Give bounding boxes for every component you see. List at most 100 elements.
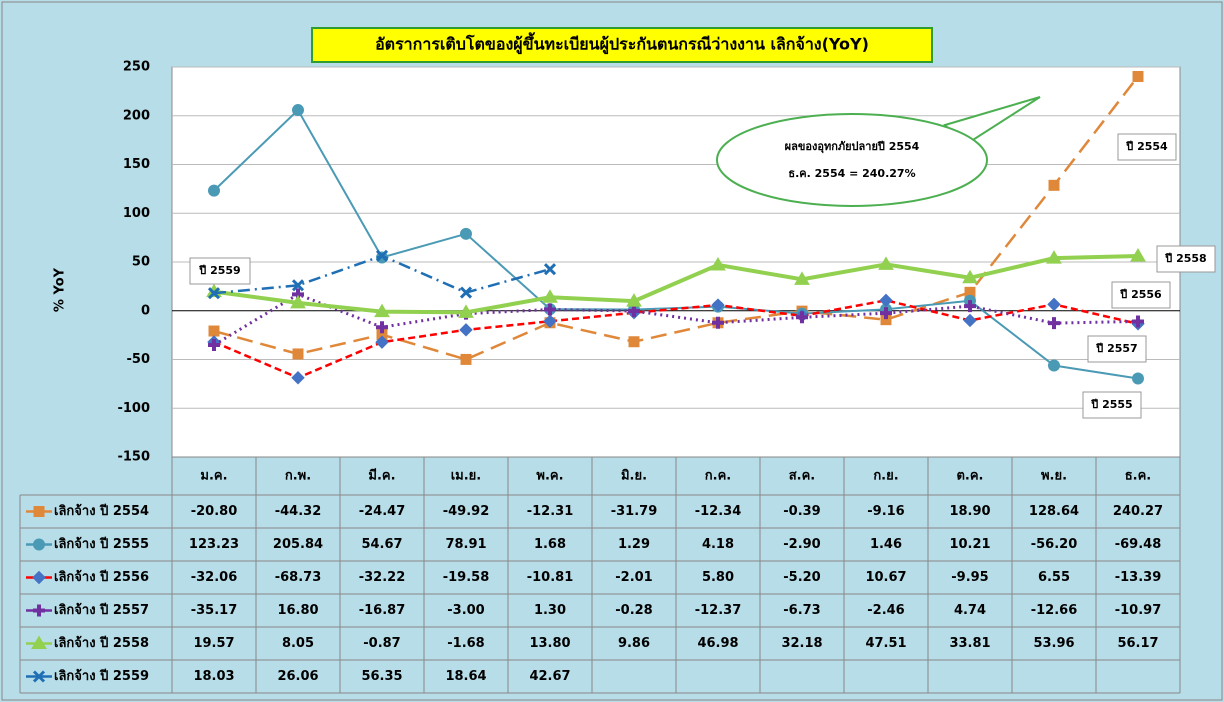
marker bbox=[292, 348, 304, 360]
table-value: 56.17 bbox=[1117, 636, 1158, 651]
marker bbox=[207, 287, 221, 300]
marker bbox=[628, 336, 640, 348]
marker bbox=[544, 303, 556, 316]
callout bbox=[716, 113, 988, 207]
table-value: 123.23 bbox=[189, 537, 239, 552]
marker bbox=[459, 323, 473, 337]
y-tick-label: 150 bbox=[123, 157, 150, 172]
category-label: เม.ย. bbox=[451, 469, 482, 484]
marker bbox=[458, 304, 474, 318]
annotation-box bbox=[1087, 335, 1147, 363]
table-value: 16.80 bbox=[277, 603, 318, 618]
title-box bbox=[311, 27, 933, 63]
marker bbox=[375, 249, 389, 262]
table-value: 32.18 bbox=[781, 636, 822, 651]
table-value: 5.80 bbox=[702, 570, 734, 585]
table-value: 240.27 bbox=[1113, 504, 1163, 519]
marker bbox=[33, 604, 45, 617]
table-value: 42.67 bbox=[529, 669, 570, 684]
table-value: 10.21 bbox=[949, 537, 990, 552]
marker bbox=[376, 321, 388, 334]
y-tick-label: -50 bbox=[127, 352, 151, 367]
legend-label: เลิกจ้าง ปี 2556 bbox=[54, 569, 149, 585]
table-value: -49.92 bbox=[443, 504, 490, 519]
annotation-box bbox=[1156, 245, 1216, 273]
table-value: -69.48 bbox=[1115, 537, 1162, 552]
marker bbox=[33, 538, 45, 551]
marker bbox=[208, 184, 220, 197]
table-value: -32.22 bbox=[359, 570, 406, 585]
marker bbox=[543, 263, 557, 276]
marker bbox=[962, 269, 978, 284]
table-value: 46.98 bbox=[697, 636, 738, 651]
table-value: -44.32 bbox=[275, 504, 322, 519]
annotation: ปี 2557 bbox=[1095, 342, 1138, 355]
table-value: 205.84 bbox=[273, 537, 323, 552]
category-label: ก.ย. bbox=[873, 469, 898, 484]
table-value: -24.47 bbox=[359, 504, 406, 519]
series-line bbox=[213, 299, 1139, 380]
annotation: ปี 2559 bbox=[198, 264, 241, 277]
annotation: ปี 2555 bbox=[1090, 398, 1133, 411]
table-value: -68.73 bbox=[275, 570, 322, 585]
table-value: 6.55 bbox=[1038, 570, 1070, 585]
y-tick-label: 200 bbox=[123, 108, 150, 123]
marker bbox=[628, 305, 640, 318]
table-value: -32.06 bbox=[191, 570, 238, 585]
table-value: 1.29 bbox=[618, 537, 650, 552]
table-value: 47.51 bbox=[865, 636, 906, 651]
table-value: -5.20 bbox=[783, 570, 820, 585]
marker bbox=[712, 316, 724, 329]
legend-label: เลิกจ้าง ปี 2559 bbox=[54, 668, 149, 684]
table-value: 9.86 bbox=[618, 636, 650, 651]
category-label: มี.ค. bbox=[368, 468, 395, 484]
marker bbox=[879, 293, 893, 308]
table-value: -9.95 bbox=[951, 570, 988, 585]
table-value: 1.46 bbox=[870, 537, 902, 552]
marker bbox=[375, 335, 389, 349]
marker bbox=[1047, 297, 1061, 312]
annotation-box bbox=[1082, 391, 1142, 419]
marker bbox=[964, 300, 976, 313]
table-value: 8.05 bbox=[282, 636, 314, 651]
table-value: 10.67 bbox=[865, 570, 906, 585]
table-value: -20.80 bbox=[191, 504, 238, 519]
table-value: 4.74 bbox=[954, 603, 986, 618]
callout-text: ผลของอุทกภัยปลายปี 2554 bbox=[785, 140, 920, 154]
annotation-box bbox=[1111, 281, 1171, 309]
category-label: ส.ค. bbox=[789, 469, 816, 484]
table-value: -3.00 bbox=[447, 603, 484, 618]
marker bbox=[1048, 317, 1060, 330]
marker bbox=[794, 271, 810, 285]
table-value: -10.97 bbox=[1115, 603, 1162, 618]
marker bbox=[878, 256, 894, 270]
table-value: -19.58 bbox=[443, 570, 490, 585]
table-value: -0.39 bbox=[783, 504, 820, 519]
annotation: ปี 2554 bbox=[1125, 140, 1168, 153]
marker bbox=[32, 570, 46, 585]
marker bbox=[291, 279, 305, 292]
category-label: ม.ค. bbox=[200, 469, 227, 484]
category-label: ก.ค. bbox=[705, 469, 731, 484]
y-tick-label: 100 bbox=[123, 206, 150, 221]
y-tick-label: -100 bbox=[117, 401, 150, 416]
table-value: -12.31 bbox=[527, 504, 574, 519]
table-value: 19.57 bbox=[193, 636, 234, 651]
legend-label: เลิกจ้าง ปี 2555 bbox=[54, 536, 149, 552]
table-value: -2.01 bbox=[615, 570, 652, 585]
marker bbox=[33, 506, 45, 517]
table-value: -2.90 bbox=[783, 537, 820, 552]
table-value: 18.64 bbox=[445, 669, 486, 684]
legend-label: เลิกจ้าง ปี 2558 bbox=[54, 635, 149, 651]
marker bbox=[374, 303, 390, 318]
marker bbox=[542, 289, 558, 303]
table-value: 13.80 bbox=[529, 636, 570, 651]
table-value: 33.81 bbox=[949, 636, 990, 651]
series-line bbox=[213, 292, 1139, 347]
table-value: -9.16 bbox=[867, 504, 904, 519]
category-label: มิ.ย. bbox=[621, 469, 647, 484]
category-label: พ.ย. bbox=[1041, 469, 1067, 484]
table-value: -16.87 bbox=[359, 603, 406, 618]
